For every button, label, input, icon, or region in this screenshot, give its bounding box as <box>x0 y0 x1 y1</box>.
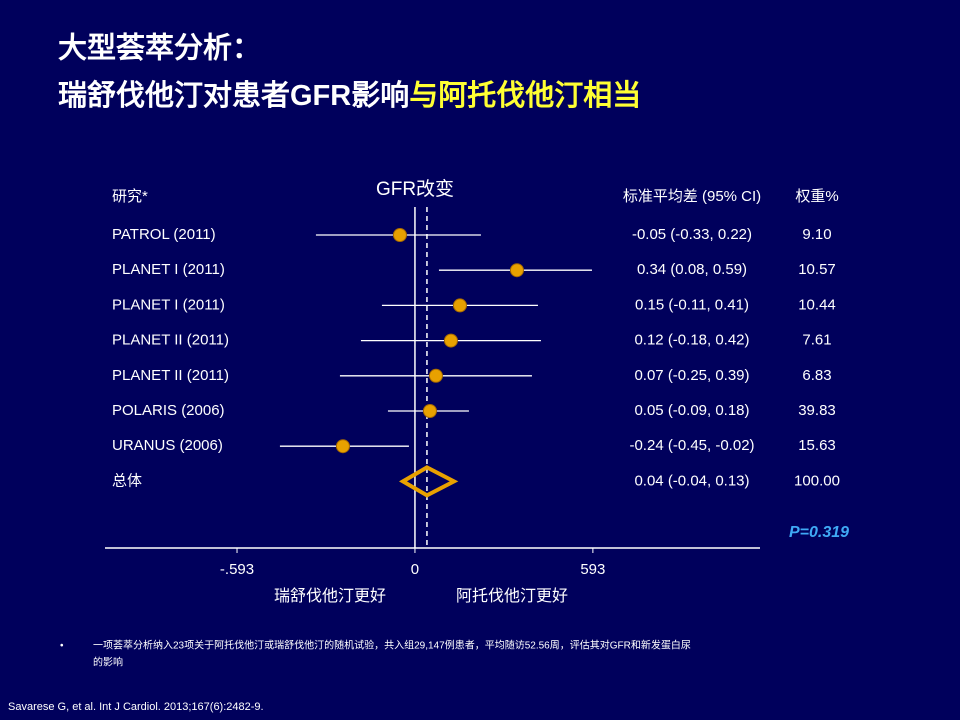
ci-label: -0.05 (-0.33, 0.22) <box>632 226 752 243</box>
footnote: 一项荟萃分析纳入23项关于阿托伐他汀或瑞舒伐他汀的随机试验，共入组29,147例… <box>93 639 691 652</box>
x-tick-label: 593 <box>580 561 605 578</box>
x-label-left: 瑞舒伐他汀更好 <box>274 587 386 605</box>
weight-label: 10.44 <box>798 296 836 313</box>
study-label: PATROL (2011) <box>112 226 216 243</box>
weight-label: 15.63 <box>798 437 836 454</box>
study-label: 总体 <box>112 472 142 489</box>
weight-label: 9.10 <box>802 226 831 243</box>
estimate-point <box>335 439 350 454</box>
estimate-point <box>452 298 467 313</box>
study-label: PLANET I (2011) <box>112 296 225 313</box>
estimate-point <box>422 404 437 418</box>
title: 大型荟萃分析： <box>58 32 261 65</box>
study-label: POLARIS (2006) <box>112 402 225 419</box>
x-tick-label: -.593 <box>220 561 254 578</box>
footnote: 的影响 <box>93 656 123 669</box>
weight-label: 6.83 <box>802 367 831 384</box>
ci-label: -0.24 (-0.45, -0.02) <box>629 437 754 454</box>
column-header: 研究* <box>112 188 148 205</box>
study-label: PLANET II (2011) <box>112 332 229 349</box>
overall-diamond <box>398 465 459 498</box>
estimate-point <box>509 263 524 278</box>
weight-label: 100.00 <box>794 472 840 489</box>
ci-label: 0.05 (-0.09, 0.18) <box>634 402 749 419</box>
column-header: 标准平均差 (95% CI) <box>623 188 761 205</box>
bullet: • <box>60 641 64 652</box>
title-highlight: 与阿托伐他汀相当 <box>409 79 641 112</box>
estimate-point <box>443 333 458 348</box>
ci-label: 0.34 (0.08, 0.59) <box>637 261 747 278</box>
ci-label: 0.04 (-0.04, 0.13) <box>634 472 749 489</box>
x-label-right: 阿托伐他汀更好 <box>456 587 568 605</box>
study-label: PLANET II (2011) <box>112 367 229 384</box>
ci-label: 0.15 (-0.11, 0.41) <box>635 296 749 313</box>
title-part: 瑞舒伐他汀对患者GFR影响 <box>58 78 409 112</box>
citation: Savarese G, et al. Int J Cardiol. 2013;1… <box>8 701 264 713</box>
estimate-point <box>392 228 407 242</box>
study-label: PLANET I (2011) <box>112 261 225 278</box>
x-tick-label: 0 <box>411 561 419 578</box>
p-value: P=0.319 <box>789 524 849 541</box>
weight-label: 7.61 <box>802 332 831 349</box>
estimate-point <box>428 368 443 383</box>
column-header: 权重% <box>795 188 838 205</box>
weight-label: 10.57 <box>798 261 836 278</box>
title: 瑞舒伐他汀对患者GFR影响与阿托伐他汀相当 <box>58 78 641 112</box>
weight-label: 39.83 <box>798 402 836 419</box>
chart-title: GFR改变 <box>376 178 454 200</box>
ci-label: 0.12 (-0.18, 0.42) <box>634 332 749 349</box>
ci-label: 0.07 (-0.25, 0.39) <box>634 367 749 384</box>
study-label: URANUS (2006) <box>112 437 223 454</box>
